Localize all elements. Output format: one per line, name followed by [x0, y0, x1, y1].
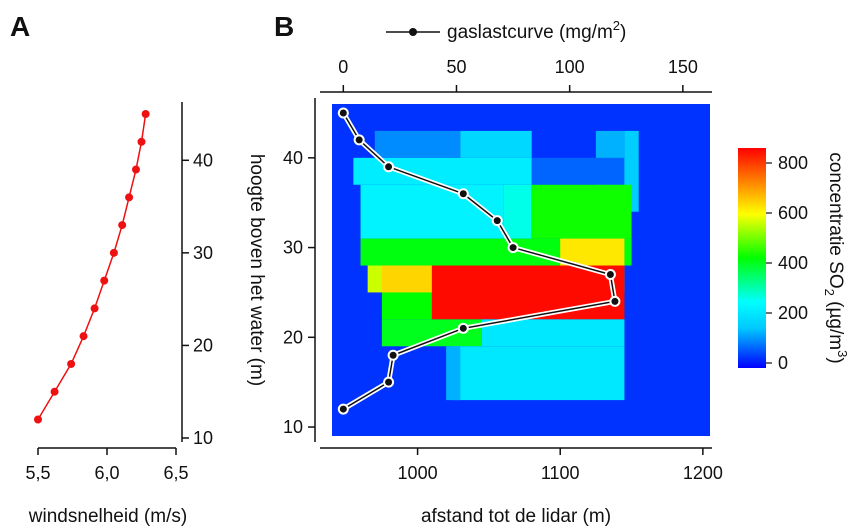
panel-a-y-tick-label: 30 [193, 243, 213, 263]
panel-a-y-label: hoogte boven het water (m) [246, 154, 267, 386]
panel-a-point [100, 276, 109, 285]
gaslast-point [459, 324, 467, 332]
gaslast-point [355, 136, 363, 144]
panel-b-y-tick-label: 40 [283, 148, 303, 168]
panel-a-marks [34, 110, 150, 424]
gaslast-point [339, 109, 347, 117]
panel-a-point [118, 221, 127, 230]
panel-a-x-ticks: 5,5 6,0 6,5 [25, 448, 189, 483]
gaslast-point [509, 244, 517, 252]
colorbar-tick-label: 200 [778, 303, 808, 323]
panel-a-y-tick-label: 10 [193, 428, 213, 448]
heatmap-cell [460, 130, 532, 158]
panel-b-top-tick-label: 50 [446, 57, 466, 77]
panel-a-label: A [10, 11, 30, 42]
heatmap-cell [453, 346, 625, 401]
heatmap-cell [503, 184, 532, 239]
panel-a-x-tick-label: 6,0 [94, 463, 119, 483]
legend: gaslastcurve (mg/m2) [386, 18, 626, 43]
heatmap-cell [381, 292, 432, 320]
heatmap-cell [381, 265, 432, 293]
panel-b-x-label: afstand tot de lidar (m) [421, 506, 611, 527]
colorbar [738, 148, 766, 368]
heatmap-cell [374, 130, 461, 158]
panel-b-gaslast-curve [337, 107, 621, 415]
panel-b-x-tick-label: 1200 [683, 463, 723, 483]
panel-b-top-tick-label: 0 [338, 57, 348, 77]
panel-b-top-tick-label: 100 [555, 57, 585, 77]
legend-marker [409, 28, 417, 36]
panel-a-x-label: windsnelheid (m/s) [28, 506, 187, 527]
panel-b-y-tick-label: 20 [283, 327, 303, 347]
panel-a-point [90, 304, 99, 313]
panel-a-point [125, 193, 134, 202]
panel-a-point [109, 248, 118, 257]
heatmap-cell [531, 157, 625, 185]
panel-b-label: B [274, 11, 294, 42]
heatmap-cell [446, 346, 461, 401]
panel-a-point [131, 165, 140, 174]
gaslast-point [611, 297, 619, 305]
gaslast-point [385, 378, 393, 386]
panel-a-x-tick-label: 6,5 [163, 463, 188, 483]
panel-b-heatmap [332, 104, 710, 436]
panel-b-y-tick-label: 30 [283, 238, 303, 258]
panel-a-point [79, 332, 88, 341]
panel-b-x-tick-label: 1000 [398, 463, 438, 483]
panel-a-y-ticks: 10 20 30 40 [182, 150, 213, 448]
panel-b-y-tick-label: 10 [283, 417, 303, 437]
gaslast-point [339, 405, 347, 413]
panel-b-top-ticks: 0 50 100 150 [338, 57, 698, 92]
panel-b-chart: 1000 1100 1200 10 20 30 40 0 50 100 150 afstand … [283, 18, 850, 527]
gaslast-point [606, 270, 614, 278]
panel-a-point [67, 359, 76, 368]
panel-b-top-tick-label: 150 [668, 57, 698, 77]
legend-label: gaslastcurve (mg/m2) [447, 18, 626, 43]
gaslast-point [459, 190, 467, 198]
panel-b-x-ticks: 1000 1100 1200 [398, 448, 723, 483]
colorbar-tick-label: 600 [778, 203, 808, 223]
panel-a-x-tick-label: 5,5 [25, 463, 50, 483]
panel-a-point [137, 137, 146, 146]
heatmap-cell [431, 265, 625, 320]
colorbar-label: concentratie SO2 (µg/m3) [822, 152, 850, 363]
heatmap-cell [360, 184, 504, 239]
heatmap-cell [481, 319, 625, 347]
panel-a-point [50, 387, 59, 396]
panel-a-point [34, 415, 42, 424]
panel-a-y-tick-label: 20 [193, 335, 213, 355]
gaslast-point [493, 217, 501, 225]
colorbar-tick-label: 0 [778, 353, 788, 373]
gaslast-point [385, 163, 393, 171]
panel-a-y-tick-label: 40 [193, 150, 213, 170]
colorbar-tick-label: 400 [778, 253, 808, 273]
panel-a-chart: 5,5 6,0 6,5 10 20 30 40 windsnelheid (m/s) ho… [25, 102, 267, 527]
gaslast-point [389, 351, 397, 359]
colorbar-tick-label: 800 [778, 153, 808, 173]
panel-a-point [141, 110, 150, 118]
colorbar-ticks: 0 200 400 600 800 [766, 153, 808, 373]
panel-b-x-tick-label: 1100 [541, 463, 580, 483]
panel-a-line [37, 113, 147, 420]
heatmap-cell [531, 184, 632, 239]
panel-b-y-ticks: 10 20 30 40 [283, 148, 315, 437]
